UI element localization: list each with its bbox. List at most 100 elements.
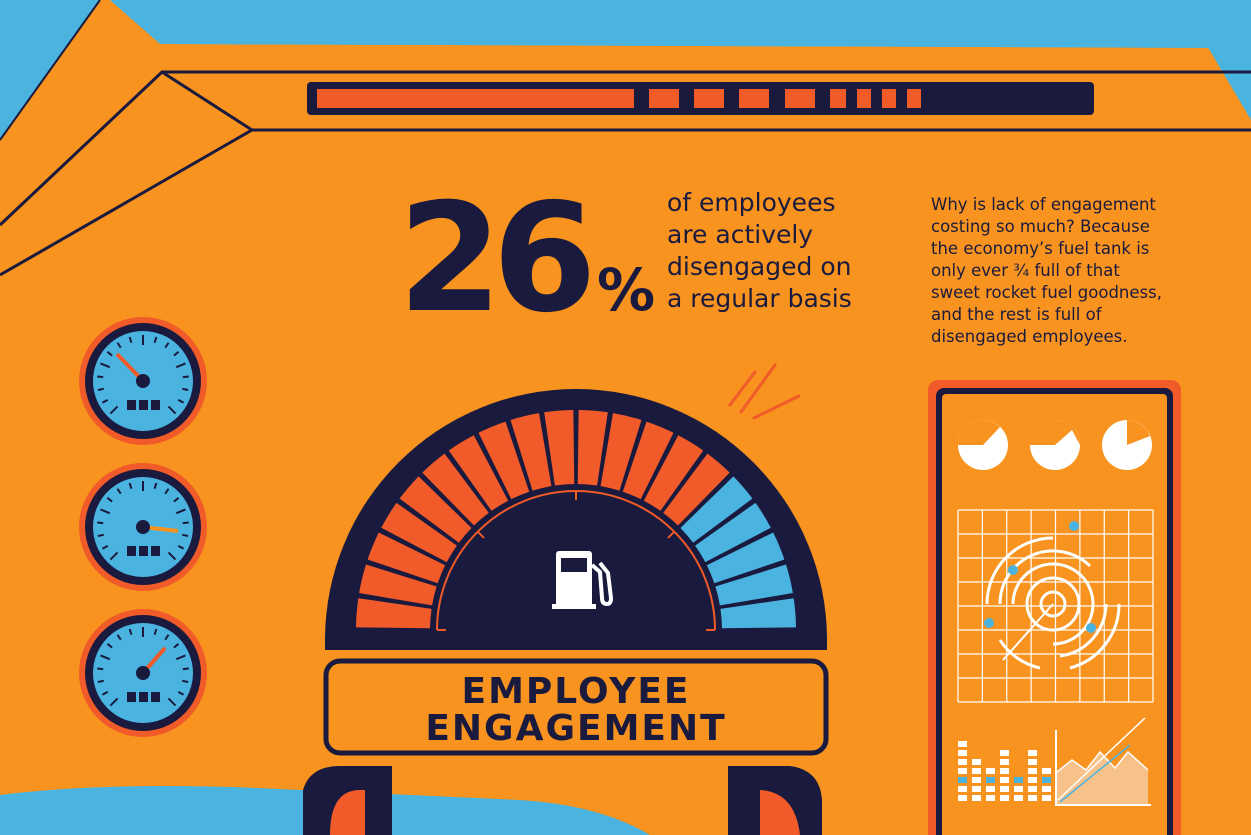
gauge-segment bbox=[356, 598, 432, 629]
dial-tick bbox=[153, 336, 158, 344]
bottom-console bbox=[303, 766, 822, 835]
headline-line-3: disengaged on bbox=[667, 252, 851, 281]
dial-tick bbox=[167, 551, 177, 561]
headline-number: 26 bbox=[398, 172, 589, 346]
dial-ticks bbox=[97, 481, 189, 561]
gauge-segment bbox=[663, 453, 730, 526]
equalizer-cell bbox=[986, 768, 995, 774]
sidebar-paragraph: Why is lack of engagement costing so muc… bbox=[931, 195, 1162, 346]
dial-tick bbox=[97, 679, 104, 683]
sidebar-line-6: and the rest is full of bbox=[931, 305, 1103, 324]
equalizer-cell bbox=[1014, 777, 1023, 783]
dial-tick bbox=[153, 628, 158, 636]
equalizer-cell bbox=[972, 786, 981, 792]
equalizer-cell bbox=[1028, 750, 1037, 756]
dial-tick bbox=[173, 497, 180, 503]
equalizer-cell bbox=[1000, 768, 1009, 774]
equalizer-cell bbox=[1000, 786, 1009, 792]
equalizer-cell bbox=[1042, 786, 1051, 792]
gauge-segments bbox=[356, 410, 796, 629]
engagement-label-line-1: EMPLOYEE bbox=[461, 671, 690, 712]
dial-tick bbox=[128, 628, 133, 636]
equalizer-cell bbox=[972, 777, 981, 783]
gauge-segment bbox=[359, 564, 437, 606]
dial-tick bbox=[153, 482, 158, 490]
gauge-segment bbox=[643, 435, 704, 511]
gauge-top bbox=[79, 317, 207, 445]
equalizer-cell bbox=[1042, 768, 1051, 774]
gauge-segment bbox=[544, 410, 575, 486]
gauge-segment bbox=[622, 421, 674, 500]
dial-tick bbox=[182, 679, 189, 683]
equalizer-cell bbox=[958, 741, 967, 747]
dial-tick bbox=[101, 398, 109, 404]
equalizer-cell bbox=[958, 759, 967, 765]
sidebar-line-4: only ever ¾ full of that bbox=[931, 261, 1120, 280]
gauge-segment bbox=[715, 564, 793, 606]
sidebar-line-1: Why is lack of engagement bbox=[931, 195, 1156, 214]
equalizer-cell bbox=[986, 786, 995, 792]
dial-tick bbox=[106, 643, 113, 649]
dial-tick bbox=[106, 497, 113, 503]
equalizer-bars bbox=[958, 741, 1051, 801]
gauge-segment bbox=[381, 502, 457, 563]
gauge-segment bbox=[422, 453, 489, 526]
dial-tick bbox=[175, 508, 186, 515]
equalizer-cell bbox=[1042, 795, 1051, 801]
dial-tick bbox=[177, 690, 185, 696]
dial-tick bbox=[182, 533, 189, 537]
dial-tick bbox=[164, 342, 170, 349]
equalizer-cell bbox=[1028, 759, 1037, 765]
equalizer-cell bbox=[972, 795, 981, 801]
dial-tick bbox=[109, 697, 119, 707]
equalizer-cell bbox=[1000, 777, 1009, 783]
equalizer-cell bbox=[958, 786, 967, 792]
gauge-inner-ticks bbox=[437, 491, 715, 631]
mini-line-chart bbox=[1055, 717, 1151, 806]
equalizer-cell bbox=[958, 795, 967, 801]
dial-tick bbox=[97, 533, 104, 537]
dial-tick bbox=[109, 551, 119, 561]
dial-tick bbox=[167, 697, 177, 707]
engagement-label-panel: EMPLOYEE ENGAGEMENT bbox=[323, 658, 829, 756]
equalizer-cell bbox=[1028, 768, 1037, 774]
gauge-segment bbox=[600, 413, 642, 491]
mini-dial-2 bbox=[1030, 420, 1080, 470]
equalizer-cell bbox=[1000, 759, 1009, 765]
gauge-segment bbox=[695, 502, 771, 563]
gauge-segment bbox=[399, 476, 472, 543]
headline-line-1: of employees bbox=[667, 188, 835, 217]
dial-hub bbox=[136, 520, 150, 534]
sidebar-line-5: sweet rocket fuel goodness, bbox=[931, 283, 1162, 302]
dial-hub bbox=[136, 666, 150, 680]
dial-tick bbox=[100, 654, 111, 661]
equalizer-cell bbox=[958, 777, 967, 783]
equalizer-cell bbox=[1028, 777, 1037, 783]
dial-tick bbox=[182, 375, 189, 379]
console-frame bbox=[0, 0, 1251, 277]
gauge-segment bbox=[510, 413, 552, 491]
gauge-tick bbox=[667, 531, 675, 539]
headline-line-4: a regular basis bbox=[667, 284, 852, 313]
dial-tick bbox=[97, 521, 104, 525]
dial-tick bbox=[106, 351, 113, 357]
equalizer-cell bbox=[972, 759, 981, 765]
equalizer-cell bbox=[986, 795, 995, 801]
equalizer-cell bbox=[1000, 750, 1009, 756]
equalizer-cell bbox=[1014, 795, 1023, 801]
dial-tick bbox=[164, 488, 170, 495]
sidebar-line-2: costing so much? Because bbox=[931, 217, 1150, 236]
gauge-segment bbox=[367, 532, 446, 584]
gauge-segment bbox=[706, 532, 785, 584]
dial-tick bbox=[177, 544, 185, 550]
dial-tick bbox=[164, 634, 170, 641]
sidebar-line-3: the economy’s fuel tank is bbox=[931, 239, 1149, 258]
dial-tick bbox=[175, 654, 186, 661]
dial-tick bbox=[182, 387, 189, 391]
dial-tick bbox=[128, 336, 133, 344]
dial-tick bbox=[101, 690, 109, 696]
mini-dial-1 bbox=[958, 420, 1008, 470]
dial-tick bbox=[116, 488, 122, 495]
gauge-segment bbox=[478, 421, 530, 500]
